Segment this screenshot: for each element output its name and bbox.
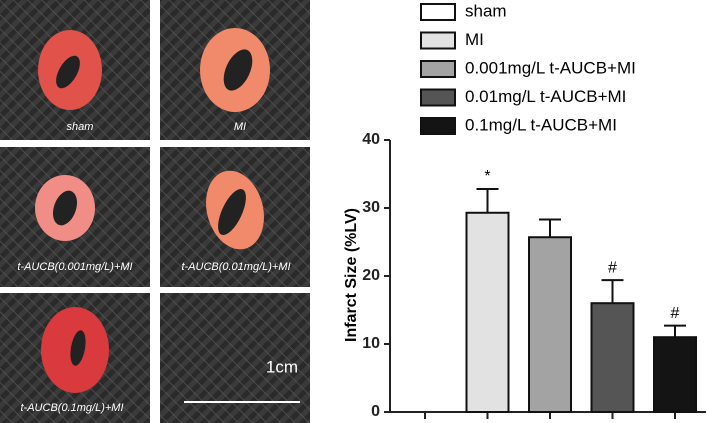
bar: [590, 302, 635, 414]
y-tick-label: 0: [371, 403, 380, 420]
legend-label: sham: [465, 1, 507, 20]
photo-label: t-AUCB(0.001mg/L)+MI: [17, 261, 132, 273]
y-axis-label: Infarct Size (%LV): [343, 208, 360, 342]
bar: [465, 211, 510, 413]
photo-label: MI: [234, 121, 246, 133]
legend-swatch: [420, 3, 456, 21]
legend-label: 0.01mg/L t-AUCB+MI: [465, 87, 626, 106]
y-tick-label: 30: [362, 199, 380, 216]
photo-label: t-AUCB(0.1mg/L)+MI: [21, 402, 124, 414]
legend-swatch: [420, 31, 456, 50]
heart-cavity: [56, 55, 80, 89]
photo-label: t-AUCB(0.01mg/L)+MI: [181, 261, 290, 273]
legend-label: 0.1mg/L t-AUCB+MI: [465, 115, 617, 134]
heart-cavity: [218, 188, 246, 236]
annotation: *: [484, 168, 490, 185]
y-tick-label: 20: [362, 267, 380, 284]
heart-cavity: [70, 330, 86, 366]
legend-label: 0.001mg/L t-AUCB+MI: [465, 58, 636, 77]
bar: [528, 236, 572, 413]
annotation: #: [608, 259, 617, 276]
photo-label: sham: [67, 121, 94, 133]
legend-swatch: [420, 60, 456, 78]
annotation: #: [671, 305, 680, 322]
scale-label: 1cm: [266, 357, 298, 376]
photo-panels: sham MI t-AUCB(0.001mg/L)+MI t-AUCB(0.01…: [0, 0, 310, 423]
heart-cavity: [223, 49, 253, 91]
heart-cavity: [52, 190, 78, 226]
legend-swatch: [420, 117, 456, 135]
bar: [653, 336, 697, 414]
legend-label: MI: [465, 30, 484, 49]
y-tick-label: 40: [362, 131, 380, 148]
legend-swatch: [420, 88, 456, 107]
y-tick-label: 10: [362, 335, 380, 352]
